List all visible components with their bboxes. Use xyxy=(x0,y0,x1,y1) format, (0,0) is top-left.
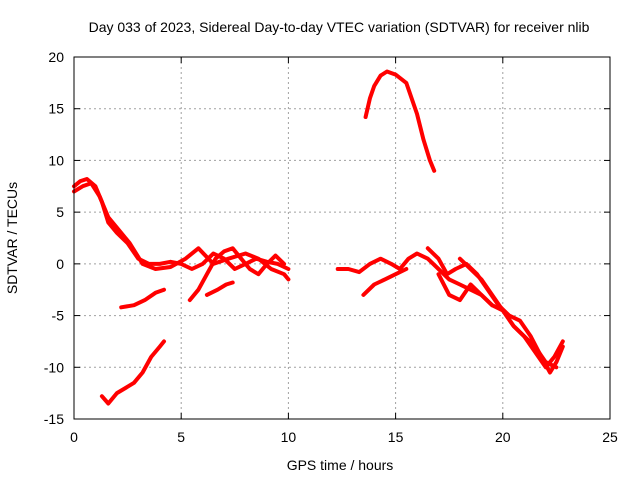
series-arc-11 xyxy=(436,272,565,370)
y-tick-label: 5 xyxy=(56,204,64,220)
series-arc-2 xyxy=(72,181,291,282)
x-tick-label: 25 xyxy=(602,429,618,445)
series-arc-4 xyxy=(99,339,166,406)
x-tick-label: 5 xyxy=(177,429,185,445)
x-tick-label: 20 xyxy=(495,429,511,445)
y-axis-label: SDTVAR / TECUs xyxy=(4,182,20,294)
axis-ticks: 0 5 10 15 20 25 -15 -10 -5 0 5 10 15 20 xyxy=(44,49,618,445)
y-tick-label: 10 xyxy=(48,152,64,168)
series-arc-7 xyxy=(363,69,437,173)
y-tick-label: -10 xyxy=(44,359,64,375)
x-tick-label: 10 xyxy=(281,429,297,445)
series-arc-8 xyxy=(335,251,495,308)
series-arc-9 xyxy=(361,267,409,297)
y-tick-label: 15 xyxy=(48,101,64,117)
grid-lines xyxy=(74,57,610,419)
y-tick-label: -5 xyxy=(52,308,65,324)
chart-title: Day 033 of 2023, Sidereal Day-to-day VTE… xyxy=(89,19,590,35)
x-tick-label: 15 xyxy=(388,429,404,445)
series-arc-12 xyxy=(457,256,559,370)
y-tick-label: 0 xyxy=(56,256,64,272)
series-arc-10 xyxy=(425,246,565,375)
x-tick-label: 0 xyxy=(70,429,78,445)
series-arc-5 xyxy=(187,246,287,303)
y-tick-label: 20 xyxy=(48,49,64,65)
data-series xyxy=(72,69,565,406)
x-axis-label: GPS time / hours xyxy=(287,457,394,473)
series-arc-3 xyxy=(119,287,166,310)
series-arc-6 xyxy=(204,280,235,297)
y-tick-label: -15 xyxy=(44,411,64,427)
plot-frame xyxy=(73,56,611,420)
